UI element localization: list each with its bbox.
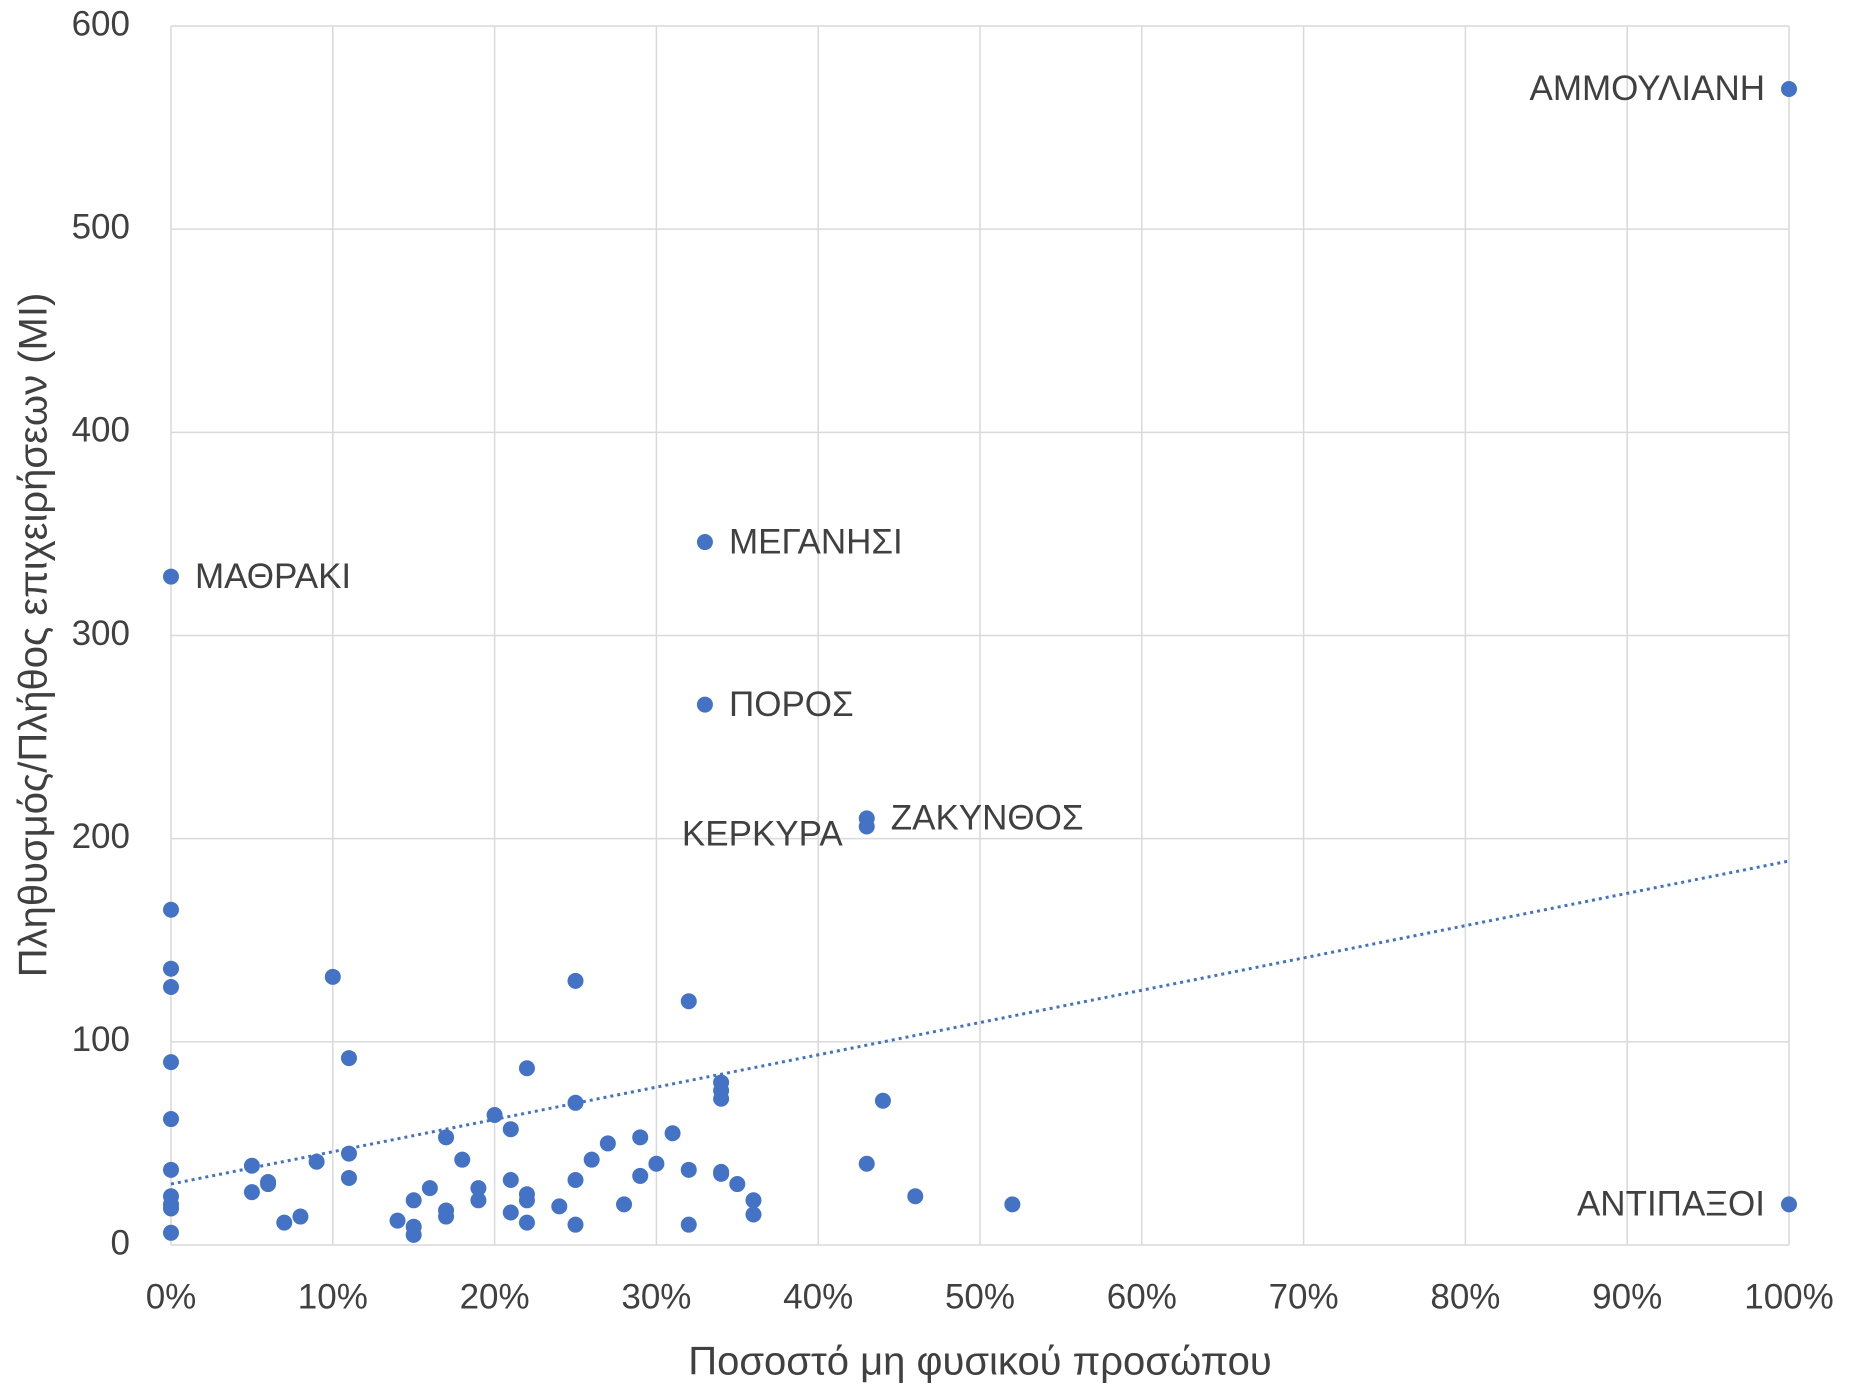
point xyxy=(648,1155,665,1172)
point xyxy=(713,1090,730,1107)
point xyxy=(583,1151,600,1168)
point xyxy=(713,1165,730,1182)
point-label: ΑΝΤΙΠΑΞΟΙ xyxy=(1577,1185,1765,1224)
point xyxy=(260,1176,277,1193)
point xyxy=(405,1226,422,1243)
point xyxy=(163,901,179,918)
y-tick-label: 100 xyxy=(72,1020,130,1059)
point xyxy=(745,1206,762,1223)
point xyxy=(163,1200,179,1217)
point xyxy=(163,978,179,995)
point xyxy=(163,1161,179,1178)
point xyxy=(163,568,179,585)
point xyxy=(438,1208,455,1225)
x-axis-title: Ποσοστό μη φυσικού προσώπου xyxy=(688,1340,1272,1384)
point xyxy=(502,1121,519,1138)
x-tick-label: 40% xyxy=(783,1277,853,1316)
point xyxy=(680,1216,697,1233)
y-tick-label: 0 xyxy=(111,1223,130,1262)
point xyxy=(340,1050,357,1067)
y-tick-label: 200 xyxy=(72,817,130,856)
point xyxy=(163,960,179,977)
y-tick-label: 400 xyxy=(72,411,130,450)
point-label: ΑΜΜΟΥΛΙΑΝΗ xyxy=(1530,69,1766,108)
y-tick-label: 600 xyxy=(72,4,130,43)
point xyxy=(518,1060,535,1077)
point xyxy=(340,1169,357,1186)
point xyxy=(858,1155,875,1172)
point xyxy=(454,1151,471,1168)
x-tick-label: 20% xyxy=(460,1277,530,1316)
point xyxy=(680,1161,697,1178)
x-tick-label: 10% xyxy=(298,1277,368,1316)
x-tick-label: 100% xyxy=(1744,1277,1834,1316)
point xyxy=(696,534,713,551)
x-tick-label: 30% xyxy=(621,1277,691,1316)
x-tick-label: 60% xyxy=(1107,1277,1177,1316)
point xyxy=(696,696,713,713)
point xyxy=(502,1171,519,1188)
point-label: ΖΑΚΥΝΘΟΣ xyxy=(891,799,1084,838)
point xyxy=(405,1192,422,1209)
y-axis-title: Πληθυσμός/Πλήθος επιχειρήσεων (ΜΙ) xyxy=(12,293,56,978)
point xyxy=(551,1198,568,1215)
point xyxy=(308,1153,325,1170)
x-tick-label: 50% xyxy=(945,1277,1015,1316)
point xyxy=(470,1180,487,1197)
point xyxy=(729,1176,746,1193)
point xyxy=(438,1129,455,1146)
x-tick-label: 70% xyxy=(1269,1277,1339,1316)
point xyxy=(340,1145,357,1162)
point xyxy=(243,1184,260,1201)
point xyxy=(502,1204,519,1221)
point xyxy=(470,1192,487,1209)
point xyxy=(163,1111,179,1128)
point xyxy=(163,1054,179,1071)
point xyxy=(745,1192,762,1209)
x-tick-label: 0% xyxy=(146,1277,197,1316)
x-tick-label: 80% xyxy=(1430,1277,1500,1316)
point xyxy=(616,1196,633,1213)
point xyxy=(421,1180,438,1197)
x-tick-label: 90% xyxy=(1592,1277,1662,1316)
point xyxy=(664,1125,681,1142)
point xyxy=(486,1106,503,1123)
point xyxy=(1781,80,1797,97)
point xyxy=(567,1094,584,1111)
point-label: ΠΟΡΟΣ xyxy=(729,685,854,724)
point xyxy=(518,1214,535,1231)
point xyxy=(518,1192,535,1209)
point xyxy=(632,1129,649,1146)
point xyxy=(1781,1196,1797,1213)
point xyxy=(632,1167,649,1184)
point xyxy=(567,1216,584,1233)
y-tick-label: 500 xyxy=(72,207,130,246)
point xyxy=(243,1157,260,1174)
point-label: ΜΑΘΡΑΚΙ xyxy=(195,557,351,596)
point xyxy=(599,1135,616,1152)
point xyxy=(292,1208,309,1225)
point-label: ΜΕΓΑΝΗΣΙ xyxy=(729,522,903,561)
point xyxy=(1004,1196,1021,1213)
point xyxy=(907,1188,924,1205)
point xyxy=(389,1212,406,1229)
point xyxy=(567,1171,584,1188)
point xyxy=(324,968,341,985)
point xyxy=(276,1214,293,1231)
point xyxy=(163,1224,179,1241)
y-tick-label: 300 xyxy=(72,614,130,653)
point-label: ΚΕΡΚΥΡΑ xyxy=(682,815,843,854)
point xyxy=(858,810,875,827)
point xyxy=(680,993,697,1010)
trendline xyxy=(170,859,1790,1186)
point xyxy=(567,972,584,989)
point xyxy=(874,1092,891,1109)
